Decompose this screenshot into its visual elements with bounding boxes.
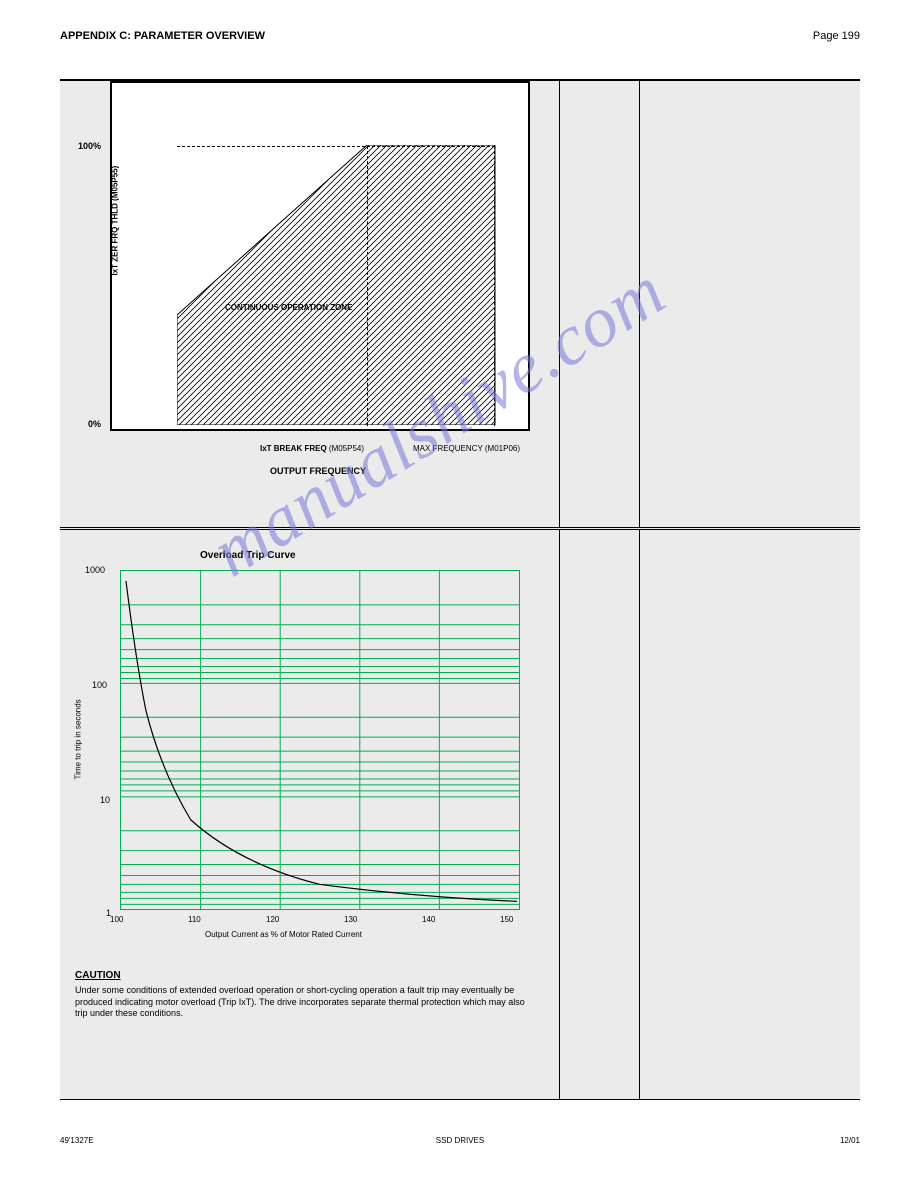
- caution-text: Under some conditions of extended overlo…: [75, 985, 535, 1020]
- cell-chart2: Overload Trip Curve: [60, 530, 560, 1099]
- max-freq-label: MAX FREQUENCY (M01P06): [413, 444, 520, 453]
- cell-2-right: [640, 530, 860, 1099]
- dash-max-freq: [494, 146, 495, 426]
- footer-right: 12/01: [840, 1136, 860, 1145]
- dash-100pct: [177, 146, 495, 147]
- overload-trip-chart: [120, 570, 520, 910]
- hatch-region: [177, 145, 497, 425]
- x-tick-150: 150: [500, 915, 513, 924]
- cell-1-mid: [560, 81, 640, 527]
- x-tick-130: 130: [344, 915, 357, 924]
- x-axis-label: OUTPUT FREQUENCY: [270, 466, 366, 476]
- cell-2-mid: [560, 530, 640, 1099]
- zone-label: CONTINUOUS OPERATION ZONE: [225, 303, 352, 312]
- x-tick-120: 120: [266, 915, 279, 924]
- chart2-curve: [121, 571, 519, 909]
- y-axis-label: IxT ZER FRQ THLD (M05P55): [111, 166, 120, 276]
- header-left: APPENDIX C: PARAMETER OVERVIEW: [60, 30, 265, 42]
- chart2-ylab: Time to trip in seconds: [74, 699, 83, 779]
- row-1: 100% 0% IxT ZER FRQ THLD (M05P55) CONTIN…: [60, 80, 860, 530]
- header: APPENDIX C: PARAMETER OVERVIEW Page 199: [60, 30, 860, 80]
- chart2-title: Overload Trip Curve: [200, 550, 296, 561]
- ixt-zone-chart: [110, 81, 530, 431]
- x-tick-110: 110: [188, 915, 201, 924]
- y-tick-10: 10: [100, 795, 110, 805]
- x-tick-140: 140: [422, 915, 435, 924]
- page: APPENDIX C: PARAMETER OVERVIEW Page 199: [60, 30, 860, 1150]
- footer-center: SSD DRIVES: [60, 1136, 860, 1145]
- row-2: Overload Trip Curve: [60, 530, 860, 1100]
- caution-title: CAUTION: [75, 970, 121, 981]
- y-tick-100: 100%: [78, 141, 101, 151]
- chart2-xlab: Output Current as % of Motor Rated Curre…: [205, 930, 362, 939]
- y-tick-0: 0%: [88, 419, 101, 429]
- y-tick-1000: 1000: [85, 565, 105, 575]
- x-tick-100: 100: [110, 915, 123, 924]
- dash-break-freq: [367, 146, 368, 426]
- header-right: Page 199: [813, 30, 860, 42]
- break-freq-label: IxT BREAK FREQ (M05P54): [260, 444, 364, 453]
- cell-1-right: [640, 81, 860, 527]
- cell-chart1: 100% 0% IxT ZER FRQ THLD (M05P55) CONTIN…: [60, 81, 560, 527]
- y-tick-100b: 100: [92, 680, 107, 690]
